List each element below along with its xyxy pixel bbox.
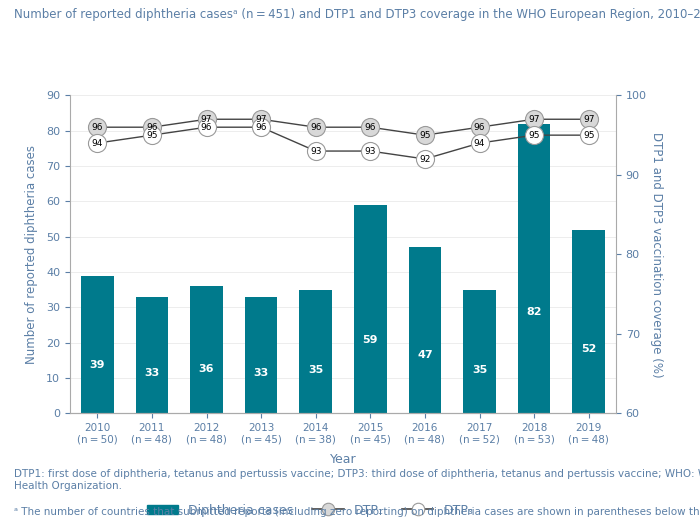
- Text: 47: 47: [417, 350, 433, 360]
- Text: 33: 33: [144, 368, 160, 377]
- Bar: [245, 297, 277, 413]
- Text: 96: 96: [146, 123, 158, 131]
- Text: 96: 96: [201, 123, 212, 131]
- Text: 96: 96: [310, 123, 321, 131]
- Bar: [518, 123, 550, 413]
- Text: 59: 59: [363, 335, 378, 346]
- Text: 94: 94: [474, 139, 485, 147]
- Text: 96: 96: [92, 123, 103, 131]
- Legend: Diphtheria cases, DTP₁, DTP₃: Diphtheria cases, DTP₁, DTP₃: [142, 499, 478, 522]
- Text: 93: 93: [310, 147, 321, 155]
- X-axis label: Year: Year: [330, 453, 356, 466]
- Text: 92: 92: [419, 155, 430, 163]
- Bar: [136, 297, 168, 413]
- Bar: [409, 248, 441, 413]
- Text: 97: 97: [528, 115, 540, 123]
- Text: 35: 35: [472, 365, 487, 375]
- Text: 94: 94: [92, 139, 103, 147]
- Y-axis label: DTP1 and DTP3 vaccination coverage (%): DTP1 and DTP3 vaccination coverage (%): [650, 131, 664, 377]
- Text: 52: 52: [581, 344, 596, 354]
- Text: 36: 36: [199, 364, 214, 374]
- Bar: [354, 205, 386, 413]
- Text: 35: 35: [308, 365, 323, 375]
- Text: 97: 97: [201, 115, 212, 123]
- Text: 95: 95: [146, 131, 158, 139]
- Text: ᵃ The number of countries that submitted reports (including zero reporting) on d: ᵃ The number of countries that submitted…: [14, 507, 700, 517]
- Bar: [190, 286, 223, 413]
- Bar: [573, 229, 605, 413]
- Text: 97: 97: [583, 115, 594, 123]
- Text: 96: 96: [256, 123, 267, 131]
- Text: 95: 95: [528, 131, 540, 139]
- Text: 33: 33: [253, 368, 269, 377]
- Text: 82: 82: [526, 307, 542, 317]
- Text: 39: 39: [90, 360, 105, 370]
- Y-axis label: Number of reported diphtheria cases: Number of reported diphtheria cases: [25, 145, 38, 364]
- Text: 93: 93: [365, 147, 376, 155]
- Text: 97: 97: [256, 115, 267, 123]
- Bar: [81, 276, 113, 413]
- Bar: [300, 290, 332, 413]
- Text: 95: 95: [583, 131, 594, 139]
- Bar: [463, 290, 496, 413]
- Text: Number of reported diphtheria casesᵃ (n = 451) and DTP1 and DTP3 coverage in the: Number of reported diphtheria casesᵃ (n …: [14, 8, 700, 21]
- Text: DTP1: first dose of diphtheria, tetanus and pertussis vaccine; DTP3: third dose : DTP1: first dose of diphtheria, tetanus …: [14, 469, 700, 491]
- Text: 96: 96: [474, 123, 485, 131]
- Text: 95: 95: [419, 131, 430, 139]
- Text: 96: 96: [365, 123, 376, 131]
